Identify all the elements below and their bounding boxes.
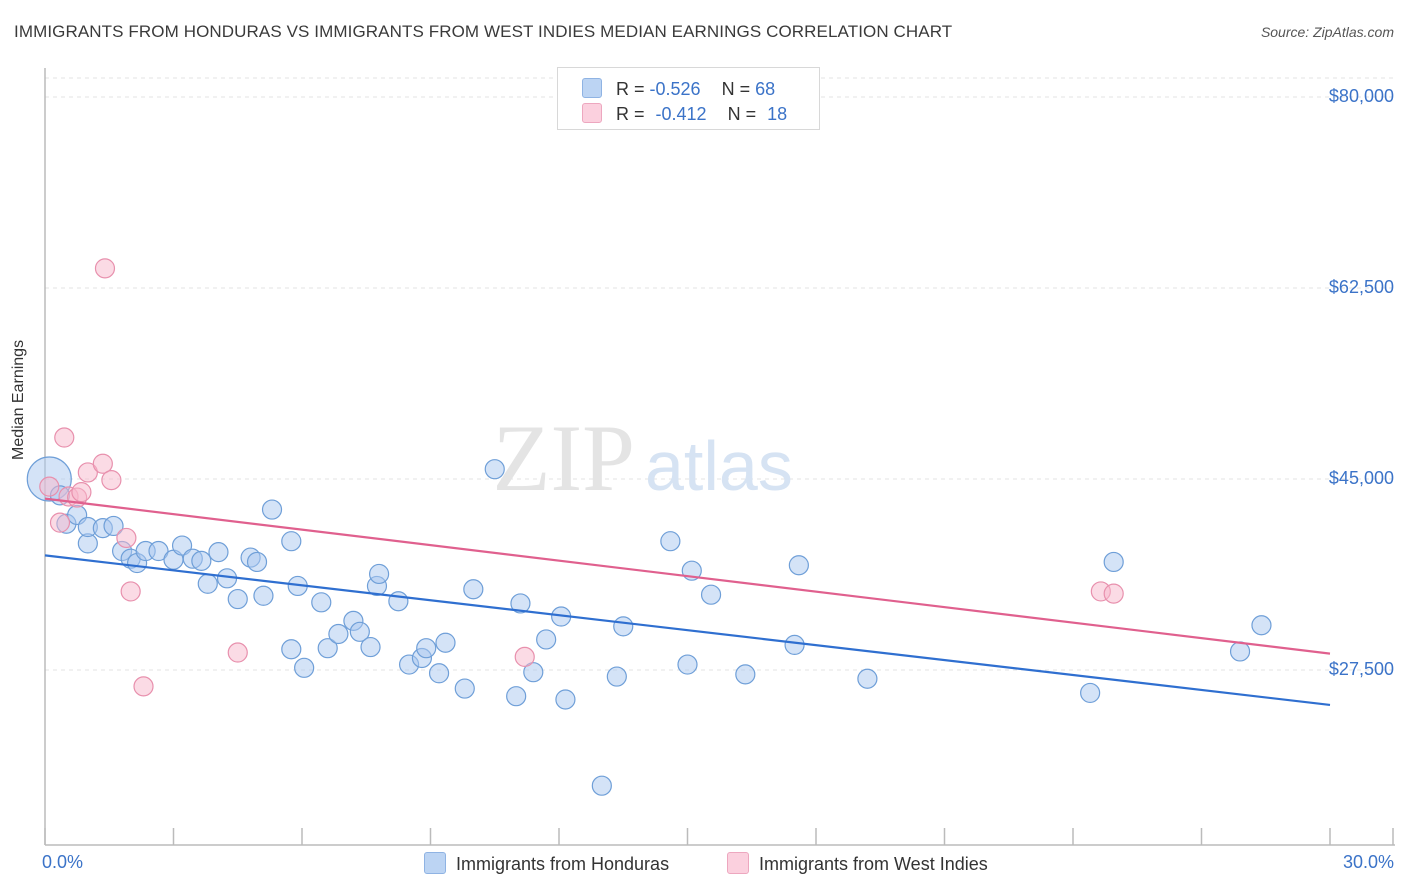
honduras-point-36 [369,563,390,585]
honduras-point-56 [677,654,698,675]
gridlines [45,77,1395,671]
honduras-point-40 [416,638,437,659]
watermark-zip: ZIP [493,405,636,511]
axes [44,68,1395,846]
honduras-point-47 [510,593,531,614]
honduras-point-34 [360,636,381,658]
y-axis-label: Median Earnings [10,339,27,460]
honduras-legend-label: Immigrants from Honduras [456,854,670,874]
honduras-point-49 [536,629,557,650]
west-indies-point-5 [71,481,92,503]
west-indies-point-2 [54,427,75,448]
legend-item-west-indies: Immigrants from West Indies [727,852,988,875]
honduras-point-61 [788,555,809,576]
honduras-point-33 [349,621,370,642]
honduras-point-64 [1103,551,1124,573]
west-indies-swatch [582,103,602,123]
honduras-point-41 [428,663,450,684]
trend-lines [44,497,1331,707]
honduras-swatch [582,78,602,98]
honduras-point-18 [208,542,229,563]
west-indies-point-14 [514,646,535,668]
honduras-point-63 [1080,682,1101,704]
correlation-legend: R = -0.526 N = 68 R = -0.412 N = 18 [557,67,820,130]
honduras-trend-line [44,554,1331,707]
honduras-point-46 [506,686,527,707]
honduras-point-51 [555,689,576,710]
r-label: R = [616,104,645,124]
west-indies-legend-swatch [727,852,749,874]
honduras-point-24 [261,499,283,520]
honduras-point-14 [171,535,193,556]
honduras-point-28 [294,657,315,678]
honduras-point-54 [613,616,634,637]
west-indies-point-11 [120,581,141,602]
honduras-point-16 [191,550,212,571]
honduras-point-55 [660,531,681,552]
honduras-point-22 [246,551,268,573]
west-indies-point-9 [101,469,122,491]
series-west-indies-points [39,258,1124,697]
west-indies-legend-label: Immigrants from West Indies [759,854,988,874]
y-tick-label-62500: $62,500 [1328,277,1394,297]
honduras-point-65 [1229,641,1251,662]
west-indies-n-value: 18 [767,104,788,124]
honduras-point-58 [700,584,722,605]
watermark-atlas: atlas [645,427,793,505]
honduras-legend-swatch [424,852,446,874]
y-tick-label-45000: $45,000 [1328,468,1394,488]
honduras-point-12 [148,540,169,562]
honduras-point-60 [784,634,805,655]
honduras-point-44 [463,579,484,600]
west-indies-point-10 [116,527,137,549]
honduras-point-62 [857,668,878,689]
honduras-point-37 [388,591,409,612]
honduras-point-26 [281,531,302,552]
legend-item-honduras: Immigrants from Honduras [424,852,669,875]
honduras-point-66 [1251,615,1272,636]
legend-row-west-indies: R = -0.412 N = 18 [582,103,787,125]
west-indies-point-8 [94,258,116,279]
honduras-point-53 [606,666,627,687]
west-indies-point-1 [49,512,71,533]
west-indies-point-12 [133,676,154,697]
r-label: R = [616,79,645,99]
honduras-point-20 [227,588,248,610]
west-indies-point-16 [1103,583,1124,604]
honduras-point-31 [328,623,349,645]
honduras-point-45 [484,459,505,480]
x-tick-max: 30.0% [1342,852,1394,872]
y-tick-label-80000: $80,000 [1328,86,1394,106]
honduras-point-7 [103,515,124,537]
west-indies-trend-line [44,497,1331,655]
honduras-point-25 [281,639,302,660]
chart-title: IMMIGRANTS FROM HONDURAS VS IMMIGRANTS F… [14,22,953,41]
x-tick-min: 0.0% [42,852,84,872]
honduras-point-52 [591,775,612,796]
west-indies-point-0 [39,476,60,497]
honduras-r-value: -0.526 [649,79,701,99]
honduras-point-43 [454,678,475,699]
honduras-point-42 [435,632,456,653]
west-indies-point-13 [227,642,248,663]
n-label: N = [727,104,757,124]
n-label: N = [721,79,751,99]
honduras-point-48 [523,662,544,683]
honduras-point-23 [253,585,274,606]
series-honduras-points [26,456,1272,796]
west-indies-r-value: -0.412 [655,104,707,124]
honduras-point-59 [735,664,756,685]
watermark: ZIP atlas [493,405,793,511]
west-indies-point-7 [92,453,113,474]
source-credit: Source: ZipAtlas.com [1260,24,1394,40]
honduras-point-30 [317,638,338,659]
honduras-n-value: 68 [755,79,776,99]
honduras-point-17 [197,573,218,594]
west-indies-point-6 [77,462,98,483]
legend-row-honduras: R = -0.526 N = 68 [582,78,775,100]
honduras-point-29 [311,592,332,613]
y-tick-label-27500: $27,500 [1328,659,1394,679]
